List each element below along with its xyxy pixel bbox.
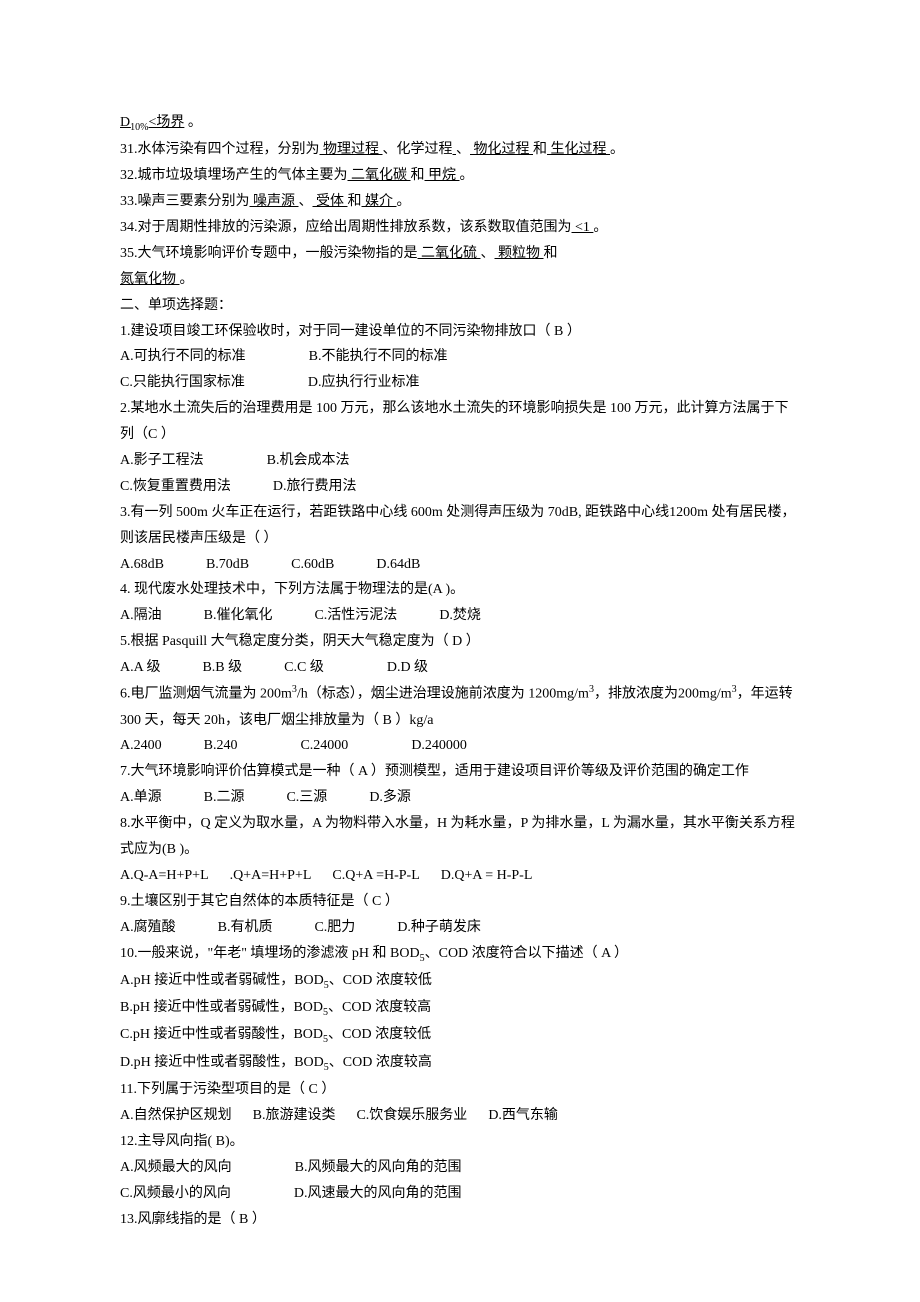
mcq2-opts-row1: A.影子工程法B.机会成本法 [120,448,800,474]
q32: 32.城市垃圾填埋场产生的气体主要为 二氧化碳 和 甲烷 。 [120,163,800,189]
mcq5-opts: A.A 级B.B 级C.C 级D.D 级 [120,655,800,681]
mcq5-stem: 5.根据 Pasquill 大气稳定度分类，阴天大气稳定度为（ D ） [120,629,800,655]
mcq4-stem: 4. 现代废水处理技术中，下列方法属于物理法的是(A )。 [120,577,800,603]
mcq8-opts: A.Q-A=H+P+L.Q+A=H+P+LC.Q+A =H-P-LD.Q+A =… [120,863,800,889]
mcq11-opts: A.自然保护区规划B.旅游建设类C.饮食娱乐服务业D.西气东输 [120,1103,800,1129]
mcq6-stem: 6.电厂监测烟气流量为 200m3/h（标态），烟尘进治理设施前浓度为 1200… [120,681,800,733]
mcq12-stem: 12.主导风向指( B)。 [120,1129,800,1155]
mcq1-opts-row2: C.只能执行国家标准D.应执行行业标准 [120,370,800,396]
q35-line2: 氮氧化物 。 [120,267,800,293]
mcq3-opts: A.68dBB.70dBC.60dBD.64dB [120,552,800,578]
mcq2-opts-row2: C.恢复重置费用法D.旅行费用法 [120,474,800,500]
mcq9-opts: A.腐殖酸B.有机质C.肥力D.种子萌发床 [120,915,800,941]
mcq1-stem: 1.建设项目竣工环保验收时，对于同一建设单位的不同污染物排放口（ B ） [120,319,800,345]
mcq12-opts-row2: C.风频最小的风向D.风速最大的风向角的范围 [120,1181,800,1207]
mcq12-opts-row1: A.风频最大的风向B.风频最大的风向角的范围 [120,1155,800,1181]
mcq7-opts: A.单源B.二源C.三源D.多源 [120,785,800,811]
mcq8-stem: 8.水平衡中，Q 定义为取水量，A 为物料带入水量，H 为耗水量，P 为排水量，… [120,811,800,863]
q33: 33.噪声三要素分别为 噪声源 、 受体 和 媒介 。 [120,189,800,215]
mcq10-opt-a: A.pH 接近中性或者弱碱性，BOD5、COD 浓度较低 [120,968,800,995]
mcq11-stem: 11.下列属于污染型项目的是（ C ） [120,1077,800,1103]
mcq6-opts: A.2400B.240C.24000D.240000 [120,733,800,759]
mcq4-opts: A.隔油B.催化氧化C.活性污泥法D.焚烧 [120,603,800,629]
section2-title: 二、单项选择题： [120,293,800,319]
mcq1-opts-row1: A.可执行不同的标准B.不能执行不同的标准 [120,344,800,370]
mcq3-stem: 3.有一列 500m 火车正在运行，若距铁路中心线 600m 处测得声压级为 7… [120,500,800,552]
q30-tail: D10%<场界 。 [120,110,800,137]
mcq10-stem: 10.一般来说，"年老" 填埋场的渗滤液 pH 和 BOD5、COD 浓度符合以… [120,941,800,968]
mcq10-opt-b: B.pH 接近中性或者弱碱性，BOD5、COD 浓度较高 [120,995,800,1022]
mcq13-stem: 13.风廓线指的是（ B ） [120,1207,800,1233]
mcq10-opt-c: C.pH 接近中性或者弱酸性，BOD5、COD 浓度较低 [120,1022,800,1049]
mcq9-stem: 9.土壤区别于其它自然体的本质特征是（ C ） [120,889,800,915]
exam-page: D10%<场界 。 31.水体污染有四个过程，分别为 物理过程 、化学过程 、 … [0,0,920,1292]
q34: 34.对于周期性排放的污染源，应给出周期性排放系数，该系数取值范围为 <1 。 [120,215,800,241]
mcq10-opt-d: D.pH 接近中性或者弱酸性，BOD5、COD 浓度较高 [120,1050,800,1077]
q31: 31.水体污染有四个过程，分别为 物理过程 、化学过程 、 物化过程 和 生化过… [120,137,800,163]
q35-line1: 35.大气环境影响评价专题中，一般污染物指的是 二氧化硫 、 颗粒物 和 [120,241,800,267]
mcq2-stem: 2.某地水土流失后的治理费用是 100 万元，那么该地水土流失的环境影响损失是 … [120,396,800,448]
mcq7-stem: 7.大气环境影响评价估算模式是一种（ A ）预测模型，适用于建设项目评价等级及评… [120,759,800,785]
